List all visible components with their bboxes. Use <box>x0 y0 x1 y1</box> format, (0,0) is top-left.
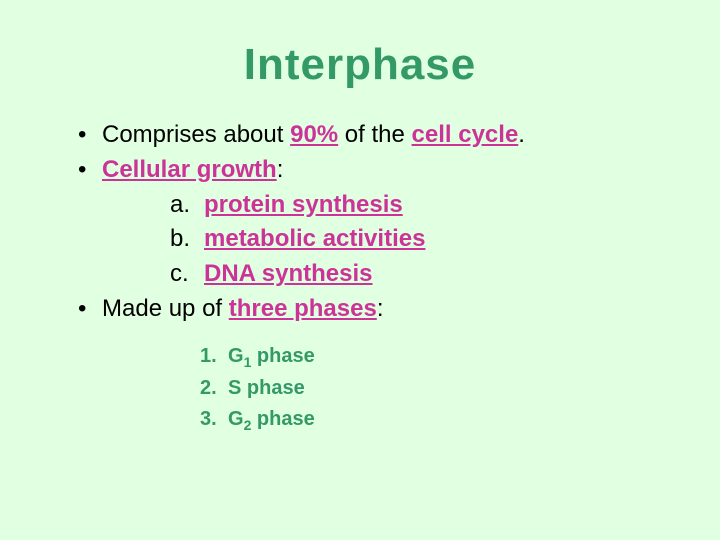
text-segment: Comprises about <box>102 121 290 148</box>
subitem-label: b. <box>170 222 204 257</box>
phase-1: 1. G1 phase <box>200 341 670 374</box>
phase-1-text: G1 phase <box>228 341 315 374</box>
subitem-label: c. <box>170 257 204 292</box>
bullet-1: • Comprises about 90% of the cell cycle. <box>78 118 670 153</box>
subitem-label: a. <box>170 188 204 223</box>
phase-3-text: G2 phase <box>228 404 315 437</box>
phase-3: 3. G2 phase <box>200 404 670 437</box>
subitem-c: c. DNA synthesis <box>170 257 670 292</box>
text-segment: . <box>518 121 525 148</box>
slide: Interphase • Comprises about 90% of the … <box>0 0 720 540</box>
text-segment: of the <box>338 121 411 148</box>
phase-number: 2. <box>200 373 228 404</box>
highlight-cellular-growth: Cellular growth <box>102 156 277 183</box>
phase-2: 2. S phase <box>200 373 670 404</box>
bullet-3: • Made up of three phases: <box>78 292 670 327</box>
text-segment: : <box>277 156 284 183</box>
bullet-dot: • <box>78 118 102 153</box>
highlight-metabolic-activities: metabolic activities <box>204 222 425 257</box>
bullet-2-text: Cellular growth: <box>102 153 283 188</box>
highlight-cell-cycle: cell cycle <box>412 121 519 148</box>
text-segment: G <box>228 345 244 367</box>
bullet-dot: • <box>78 292 102 327</box>
bullet-dot: • <box>78 153 102 188</box>
slide-body: • Comprises about 90% of the cell cycle.… <box>50 118 670 437</box>
highlight-dna-synthesis: DNA synthesis <box>204 257 373 292</box>
bullet-1-text: Comprises about 90% of the cell cycle. <box>102 118 525 153</box>
slide-title: Interphase <box>50 40 670 90</box>
bullet-2: • Cellular growth: <box>78 153 670 188</box>
phase-number: 3. <box>200 404 228 435</box>
bullet-3-text: Made up of three phases: <box>102 292 384 327</box>
highlight-three-phases: three phases <box>229 295 377 322</box>
subitem-b: b. metabolic activities <box>170 222 670 257</box>
text-segment: : <box>377 295 384 322</box>
text-segment: phase <box>251 345 314 367</box>
text-segment: Made up of <box>102 295 229 322</box>
phase-number: 1. <box>200 341 228 372</box>
subitem-a: a. protein synthesis <box>170 188 670 223</box>
highlight-90pct: 90% <box>290 121 338 148</box>
highlight-protein-synthesis: protein synthesis <box>204 188 403 223</box>
phase-list: 1. G1 phase 2. S phase 3. G2 phase <box>200 341 670 437</box>
phase-2-text: S phase <box>228 373 305 404</box>
text-segment: G <box>228 408 244 430</box>
text-segment: phase <box>251 408 314 430</box>
